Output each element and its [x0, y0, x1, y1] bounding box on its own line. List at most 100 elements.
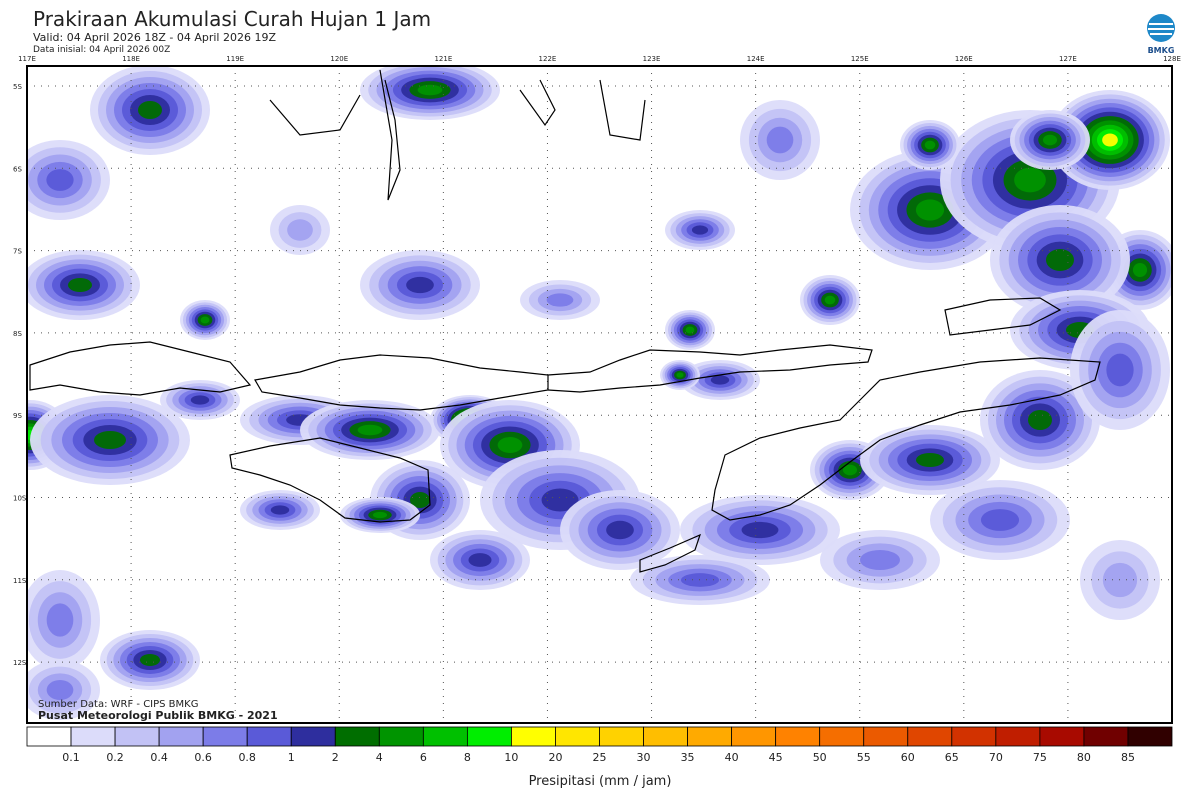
precip-contour — [824, 295, 836, 305]
legend-level: 40 — [725, 751, 739, 764]
precip-contour — [766, 126, 794, 154]
precip-contour — [676, 372, 684, 378]
legend-level: 0.2 — [106, 751, 124, 764]
lat-label: 5S — [13, 83, 22, 91]
lon-label: 121E — [434, 55, 452, 63]
legend-level: 85 — [1121, 751, 1135, 764]
precip-contour — [541, 488, 579, 512]
precip-contour — [46, 680, 74, 700]
lat-label: 10S — [13, 495, 27, 503]
legend-level: 2 — [332, 751, 339, 764]
precip-contour — [915, 199, 945, 221]
legend-level: 30 — [637, 751, 651, 764]
legend-level: 0.8 — [238, 751, 256, 764]
lat-label: 12S — [13, 659, 27, 667]
legend-level: 55 — [857, 751, 871, 764]
precip-contour — [138, 101, 162, 119]
logo: BMKG — [1147, 14, 1175, 55]
legend-level: 65 — [945, 751, 959, 764]
coast-rote — [639, 533, 701, 573]
lat-labels: 5S 6S 7S 8S 9S 10S 11S 12S — [13, 83, 27, 667]
legend-swatch — [290, 726, 336, 747]
legend-swatch — [26, 726, 72, 747]
legend-level: 8 — [464, 751, 471, 764]
title: Prakiraan Akumulasi Curah Hujan 1 Jam — [33, 7, 431, 31]
legend-level: 0.4 — [150, 751, 168, 764]
coast-sumbawa — [29, 341, 252, 396]
precip-contour — [190, 395, 210, 405]
coastlines — [29, 69, 1101, 573]
logo-lines — [1148, 23, 1174, 35]
lon-label: 125E — [851, 55, 869, 63]
lon-label: 119E — [226, 55, 244, 63]
precip-contour — [710, 375, 730, 385]
precip-contour — [546, 293, 574, 307]
lat-label: 7S — [13, 248, 22, 256]
legend-swatch — [511, 726, 556, 747]
lon-label: 122E — [539, 55, 557, 63]
precip-contour — [140, 654, 160, 666]
precip-contour — [980, 509, 1020, 531]
source-line: Pusat Meteorologi Publik BMKG - 2021 — [38, 709, 278, 722]
legend-swatch — [114, 726, 160, 747]
lon-label: 126E — [955, 55, 973, 63]
source-line: Sumber Data: WRF - CIPS BMKG — [38, 699, 198, 710]
legend-level: 25 — [593, 751, 607, 764]
legend-level: 70 — [989, 751, 1003, 764]
legend-level: 1 — [288, 751, 295, 764]
precip-contour — [691, 225, 709, 235]
precip-contour — [357, 424, 383, 436]
lon-label: 117E — [18, 55, 36, 63]
legend-swatch — [1127, 726, 1173, 747]
coast-sumba — [229, 437, 431, 523]
legend-swatch — [1083, 726, 1129, 747]
precip-contour — [1014, 167, 1046, 193]
precip-contour — [270, 505, 290, 515]
legend-level: 0.6 — [194, 751, 212, 764]
precip-contour — [417, 84, 443, 96]
legend-level: 6 — [420, 751, 427, 764]
legend-swatch — [70, 726, 116, 747]
precip-contour — [741, 521, 779, 539]
lon-label: 120E — [330, 55, 348, 63]
legend-level: 50 — [813, 751, 827, 764]
legend-swatch — [687, 726, 733, 747]
map-frame — [26, 65, 1173, 724]
lon-label: 123E — [643, 55, 661, 63]
legend-swatch — [907, 726, 953, 747]
logo-text: BMKG — [1148, 46, 1175, 55]
lat-label: 8S — [13, 330, 22, 338]
precip-contour — [1042, 134, 1058, 146]
legend-swatch — [951, 726, 997, 747]
precip-contour — [68, 278, 92, 292]
precip-contour — [1132, 262, 1148, 278]
legend-swatch — [246, 726, 292, 747]
precip-contour — [406, 276, 434, 294]
precip-contour — [372, 511, 388, 519]
legend-level: 75 — [1033, 751, 1047, 764]
lat-label: 11S — [13, 577, 27, 585]
legend-swatch — [378, 726, 424, 747]
lon-label: 128E — [1163, 55, 1181, 63]
precip-contour — [916, 453, 944, 467]
legend-level: 80 — [1077, 751, 1091, 764]
legend-swatch — [158, 726, 204, 747]
legend-swatch — [555, 726, 600, 747]
precip-contour — [497, 437, 523, 453]
legend-swatch — [775, 726, 821, 747]
lon-labels: 117E 118E 119E 120E 121E 122E 123E 124E 125E 126E… — [18, 55, 1181, 63]
precip-contour — [410, 492, 430, 508]
legend-level: 60 — [901, 751, 915, 764]
legend-swatch — [202, 726, 248, 747]
legend-level: 45 — [769, 751, 783, 764]
lon-label: 118E — [122, 55, 140, 63]
legend-swatch — [422, 726, 468, 747]
lon-label: 127E — [1059, 55, 1077, 63]
legend-swatch — [466, 726, 512, 747]
legend-level: 20 — [548, 751, 562, 764]
coast-wetar — [944, 297, 1062, 336]
colorbar-label: Presipitasi (mm / jam) — [529, 774, 672, 789]
legend-swatch — [334, 726, 380, 747]
legend-level: 35 — [681, 751, 695, 764]
